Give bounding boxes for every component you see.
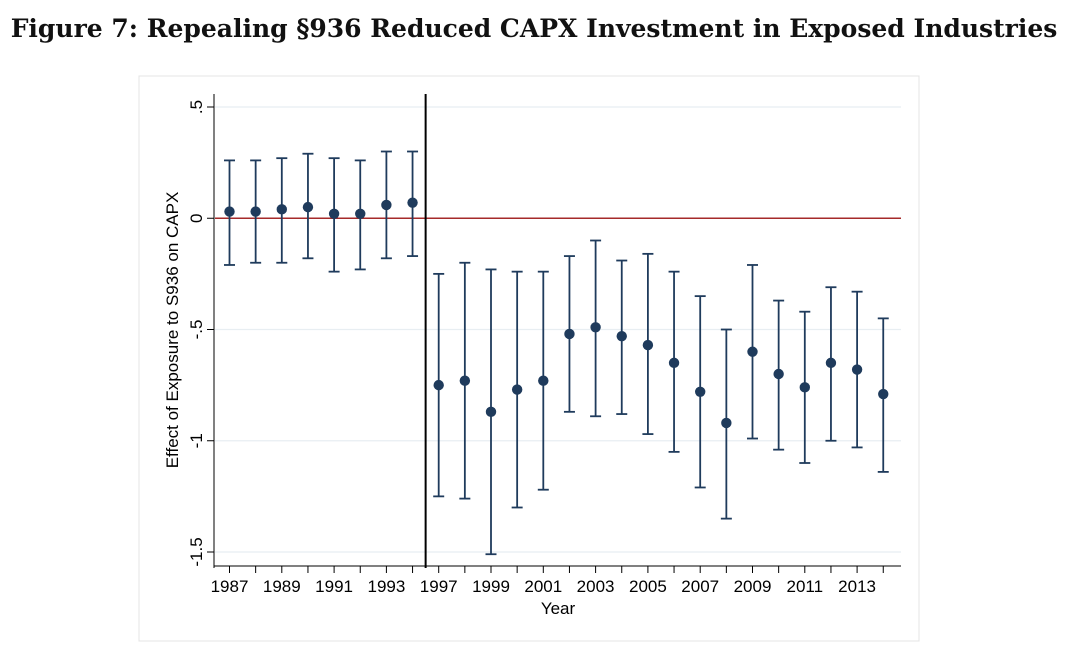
- data-point: [668, 357, 680, 369]
- x-tick-label: 2001: [524, 577, 562, 596]
- data-point-group: [799, 310, 811, 464]
- x-axis: 1987 1989 1991 1993 1997 1999 2001 2003 2005 2007…: [211, 565, 901, 596]
- chart-frame: [138, 75, 920, 642]
- x-axis-title: Year: [541, 599, 576, 618]
- data-point-group: [668, 270, 680, 453]
- data-marks: [224, 150, 889, 556]
- x-tick-label: 1991: [315, 577, 353, 596]
- y-axis-title: Effect of Exposure to S936 on CAPX: [163, 192, 182, 469]
- data-point: [511, 384, 523, 395]
- x-tick-label: 1997: [420, 577, 458, 596]
- data-point-group: [433, 272, 445, 498]
- x-tick-label: 1993: [367, 577, 405, 596]
- data-point: [799, 382, 810, 393]
- y-tick-label: -.5: [187, 320, 206, 340]
- y-tick-label: 0: [187, 214, 206, 223]
- x-tick-label: 2011: [787, 577, 824, 596]
- data-point: [747, 346, 758, 357]
- data-point: [276, 204, 287, 215]
- data-point-group: [407, 150, 419, 257]
- data-point: [773, 368, 784, 380]
- figure-title: Figure 7: Repealing §936 Reduced CAPX In…: [10, 14, 1058, 43]
- data-point-group: [511, 270, 523, 509]
- data-point: [538, 375, 549, 386]
- y-axis: .5 0 -.5 -1 -1.5: [187, 94, 215, 568]
- data-point: [721, 417, 732, 429]
- data-point: [642, 339, 654, 351]
- data-point-group: [851, 290, 863, 449]
- y-tick-label: -1.5: [187, 537, 206, 566]
- data-point: [878, 388, 889, 400]
- data-point: [302, 201, 314, 213]
- data-point: [250, 206, 261, 217]
- data-point-group: [250, 159, 262, 264]
- data-point-group: [616, 259, 628, 415]
- data-point-group: [720, 328, 732, 520]
- data-point-group: [328, 157, 340, 273]
- data-point: [590, 322, 601, 333]
- data-point: [616, 330, 627, 342]
- data-point-group: [642, 252, 654, 435]
- data-point: [485, 406, 497, 418]
- data-point: [328, 208, 340, 219]
- y-tick-label: -1: [187, 433, 206, 448]
- data-point: [695, 386, 706, 397]
- data-point-group: [537, 270, 549, 491]
- data-point: [381, 199, 392, 211]
- x-tick-label: 2013: [838, 577, 876, 596]
- data-point: [459, 375, 471, 386]
- data-point-group: [694, 295, 706, 489]
- data-point-group: [773, 299, 785, 451]
- data-point-group: [276, 157, 288, 264]
- data-point: [224, 206, 235, 217]
- data-point: [825, 357, 837, 369]
- data-point: [355, 208, 366, 219]
- x-tick-label: 2009: [734, 577, 772, 596]
- data-point-group: [877, 317, 889, 473]
- x-tick-label: 2007: [681, 577, 719, 596]
- data-point-group: [825, 286, 837, 442]
- x-tick-label: 1999: [472, 577, 510, 596]
- y-tick-label: .5: [187, 100, 206, 114]
- data-point: [851, 364, 863, 375]
- x-tick-label: 2003: [577, 577, 615, 596]
- data-point-group: [590, 239, 602, 418]
- data-point-group: [302, 152, 314, 260]
- x-tick-label: 2005: [629, 577, 667, 596]
- data-point-group: [224, 159, 235, 266]
- data-point: [564, 328, 575, 340]
- data-point-group: [563, 255, 575, 413]
- data-point-group: [380, 150, 392, 260]
- gridlines: [215, 106, 901, 553]
- data-point-group: [747, 264, 758, 440]
- x-tick-label: 1989: [263, 577, 301, 596]
- data-point-group: [485, 268, 497, 556]
- data-point: [433, 379, 444, 391]
- data-point: [407, 197, 418, 208]
- data-point-group: [459, 261, 471, 500]
- data-point-group: [354, 159, 366, 271]
- x-tick-label: 1987: [211, 577, 249, 596]
